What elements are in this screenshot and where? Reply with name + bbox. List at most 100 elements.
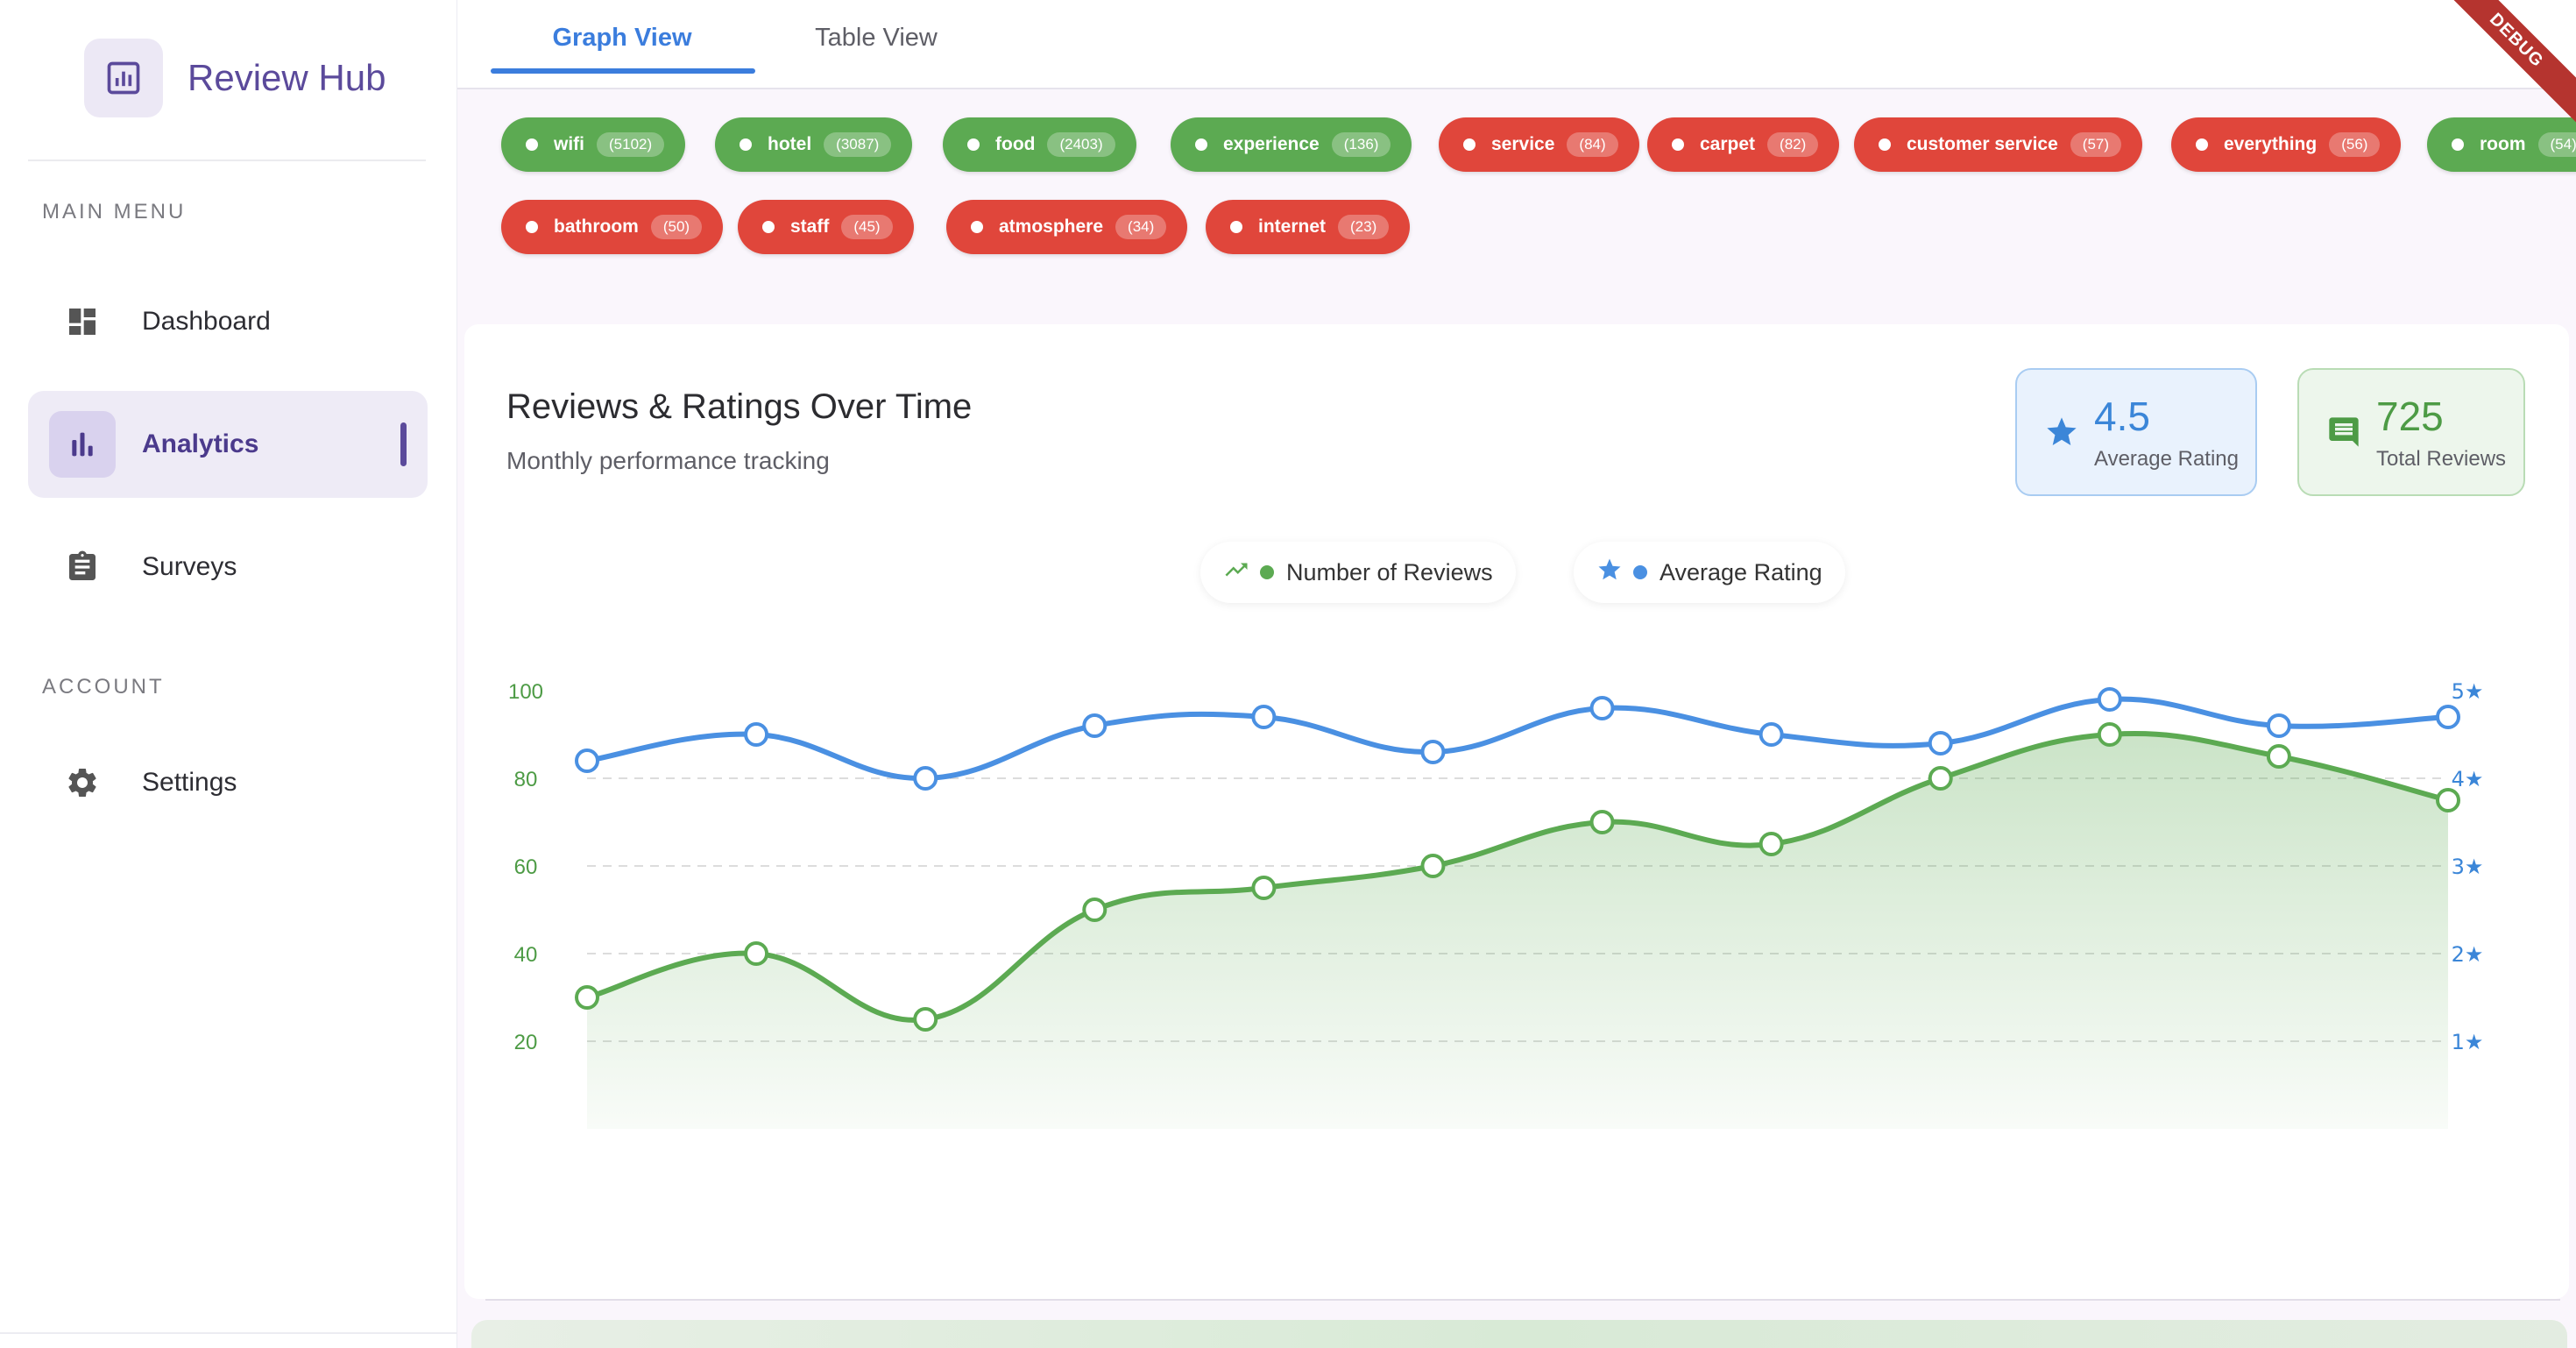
sidebar-item-dashboard[interactable]: Dashboard: [28, 268, 428, 375]
chip-label: internet: [1258, 216, 1327, 237]
chip-count: (45): [841, 215, 893, 239]
chip-count: (56): [2329, 132, 2381, 157]
brand[interactable]: Review Hub: [84, 39, 386, 117]
keyword-chip[interactable]: hotel (3087): [715, 117, 913, 172]
rating-point: [744, 722, 769, 747]
chip-count: (5102): [597, 132, 665, 157]
chip-dot: [762, 221, 775, 233]
chip-label: experience: [1223, 134, 1320, 154]
tab-table-view[interactable]: Table View: [815, 23, 938, 52]
chip-count: (136): [1331, 132, 1391, 157]
reviews-point: [744, 941, 769, 966]
legend-label-reviews: Number of Reviews: [1286, 558, 1493, 585]
sidebar-item-analytics[interactable]: Analytics: [28, 391, 428, 498]
chip-dot: [1195, 138, 1207, 151]
chip-label: food: [995, 134, 1036, 154]
keyword-chip[interactable]: service (84): [1439, 117, 1639, 172]
keyword-chip[interactable]: staff (45): [738, 200, 914, 254]
sidebar-item-label: Dashboard: [142, 307, 271, 336]
reviews-point: [1589, 810, 1615, 834]
reviews-line: [586, 731, 2449, 1023]
chip-dot: [2196, 138, 2208, 151]
left-axis-tick: 60: [514, 855, 538, 879]
legend-rating[interactable]: Average Rating: [1574, 542, 1845, 603]
keyword-chip[interactable]: food (2403): [943, 117, 1136, 172]
chip-label: customer service: [1907, 134, 2058, 154]
reviews-point: [1759, 832, 1784, 856]
rating-point: [2097, 687, 2122, 712]
keyword-chip[interactable]: internet (23): [1206, 200, 1411, 254]
keyword-chip[interactable]: experience (136): [1171, 117, 1412, 172]
analytics-logo-icon: [84, 39, 163, 117]
right-axis-tick: 3★: [2452, 855, 2484, 879]
dashboard-icon: [49, 288, 116, 355]
reviews-point: [1251, 876, 1277, 900]
total-reviews-label: Total Reviews: [2376, 447, 2507, 471]
chip-dot: [740, 138, 752, 151]
chip-label: room: [2480, 134, 2526, 154]
keyword-chip[interactable]: customer service (57): [1854, 117, 2143, 172]
chip-label: hotel: [768, 134, 812, 154]
average-rating-value: 4.5: [2094, 394, 2150, 439]
keyword-chip[interactable]: room (54): [2427, 117, 2576, 172]
left-axis-tick: 40: [514, 943, 538, 967]
chip-count: (54): [2537, 132, 2576, 157]
keyword-chip[interactable]: everything (56): [2171, 117, 2402, 172]
rating-point: [2436, 705, 2460, 729]
card-bottom-rule: [485, 1299, 2560, 1301]
next-card-preview: [471, 1320, 2567, 1348]
rating-point: [913, 766, 938, 791]
sidebar-item-label: Surveys: [142, 552, 237, 581]
star-icon: [2042, 412, 2082, 452]
left-axis-tick: 80: [514, 768, 538, 791]
chip-label: bathroom: [554, 216, 639, 237]
chip-count: (23): [1338, 215, 1390, 239]
bar-chart-icon: [49, 411, 116, 478]
gear-icon: [49, 749, 116, 816]
rating-point: [2266, 713, 2291, 738]
chip-count: (3087): [824, 132, 892, 157]
keyword-chip[interactable]: carpet (82): [1647, 117, 1840, 172]
sidebar-item-settings[interactable]: Settings: [28, 729, 428, 836]
sidebar-item-surveys[interactable]: Surveys: [28, 514, 428, 621]
chip-label: wifi: [554, 134, 584, 154]
reviews-point: [2436, 788, 2460, 812]
rating-line: [586, 696, 2449, 782]
legend-label-rating: Average Rating: [1660, 558, 1822, 585]
main-content: Graph View Table View wifi (5102) hotel (30…: [457, 0, 2576, 1348]
tab-graph-view[interactable]: Graph View: [552, 23, 692, 52]
chip-label: everything: [2224, 134, 2318, 154]
chip-dot: [526, 138, 538, 151]
legend-dot-rating: [1633, 565, 1647, 579]
sidebar-bottom-divider: [0, 1332, 457, 1334]
chip-count: (57): [2070, 132, 2122, 157]
comment-icon: [2324, 412, 2364, 452]
chip-dot: [971, 221, 983, 233]
keyword-chip[interactable]: bathroom (50): [501, 200, 724, 254]
account-label: ACCOUNT: [42, 675, 165, 699]
legend-reviews[interactable]: Number of Reviews: [1200, 542, 1516, 603]
right-axis-tick: 1★: [2452, 1030, 2484, 1054]
right-axis-tick: 4★: [2452, 767, 2484, 791]
left-axis-tick: 100: [508, 680, 543, 704]
trending-up-icon: [1223, 557, 1249, 589]
chip-dot: [526, 221, 538, 233]
rating-point: [1251, 705, 1277, 729]
clipboard-icon: [49, 534, 116, 600]
app-title: Review Hub: [188, 57, 386, 98]
sidebar-item-label: Settings: [142, 768, 237, 797]
sidebar: Review Hub MAIN MENU Dashboard Analytics…: [0, 0, 457, 1348]
rating-point: [1928, 731, 1953, 756]
reviews-point: [913, 1007, 938, 1032]
chip-label: atmosphere: [999, 216, 1104, 237]
sidebar-divider: [28, 160, 426, 161]
chart-title: Reviews & Ratings Over Time: [506, 387, 973, 426]
active-tab-indicator: [491, 68, 755, 74]
keyword-chip[interactable]: atmosphere (34): [946, 200, 1188, 254]
chip-dot: [967, 138, 980, 151]
chip-dot: [1879, 138, 1891, 151]
sidebar-item-label: Analytics: [142, 429, 259, 458]
keyword-chip[interactable]: wifi (5102): [501, 117, 686, 172]
legend-dot-reviews: [1260, 565, 1274, 579]
chip-count: (50): [650, 215, 703, 239]
